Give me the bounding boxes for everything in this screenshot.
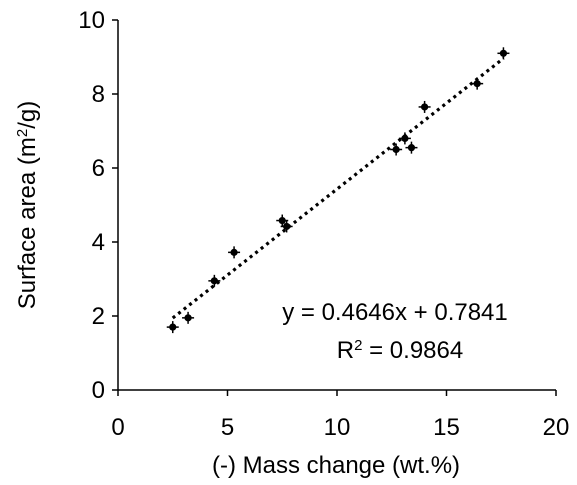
point-marker	[401, 134, 409, 142]
point-marker	[184, 314, 192, 322]
point-marker	[278, 216, 286, 225]
data-point	[398, 132, 411, 145]
y-axis-title: Surface area (m2/g)	[14, 101, 41, 309]
y-tick-label: 2	[92, 303, 105, 330]
x-axis-ticks: 0 5 10 15 20	[111, 390, 569, 441]
x-tick-label: 10	[324, 414, 351, 441]
point-marker	[473, 80, 481, 88]
data-point	[471, 77, 484, 90]
data-points	[166, 47, 510, 334]
plot-area	[117, 20, 556, 391]
point-marker	[230, 248, 238, 256]
y-tick-label: 6	[92, 155, 105, 182]
data-point	[166, 321, 179, 334]
data-point	[280, 220, 293, 233]
point-marker	[407, 144, 416, 152]
data-point	[418, 100, 431, 113]
y-tick-label: 0	[92, 377, 105, 404]
point-marker	[169, 323, 177, 331]
x-tick-label: 15	[433, 414, 460, 441]
trendline-path	[171, 57, 505, 320]
trendline-r-squared: R2 = 0.9864	[337, 337, 463, 364]
point-marker	[283, 222, 291, 231]
point-marker	[421, 103, 429, 111]
x-tick-label: 20	[543, 414, 570, 441]
data-point	[182, 311, 195, 324]
y-tick-label: 4	[92, 229, 105, 256]
x-axis-title: (-) Mass change (wt.%)	[212, 452, 460, 479]
trendline	[171, 57, 505, 320]
y-axis-ticks: 0 2 4 6 8 10	[78, 7, 118, 404]
trendline-equation: y = 0.4646x + 0.7841	[282, 299, 508, 326]
x-tick-label: 5	[221, 414, 234, 441]
data-point	[208, 274, 221, 287]
data-point	[497, 47, 510, 60]
point-marker	[392, 145, 400, 154]
y-tick-label: 8	[92, 81, 105, 108]
point-marker	[210, 277, 218, 285]
point-marker	[499, 49, 508, 57]
data-point	[405, 141, 418, 154]
data-point	[228, 246, 241, 259]
x-tick-label: 0	[111, 414, 124, 441]
y-tick-label: 10	[78, 7, 105, 34]
data-point	[390, 143, 403, 156]
